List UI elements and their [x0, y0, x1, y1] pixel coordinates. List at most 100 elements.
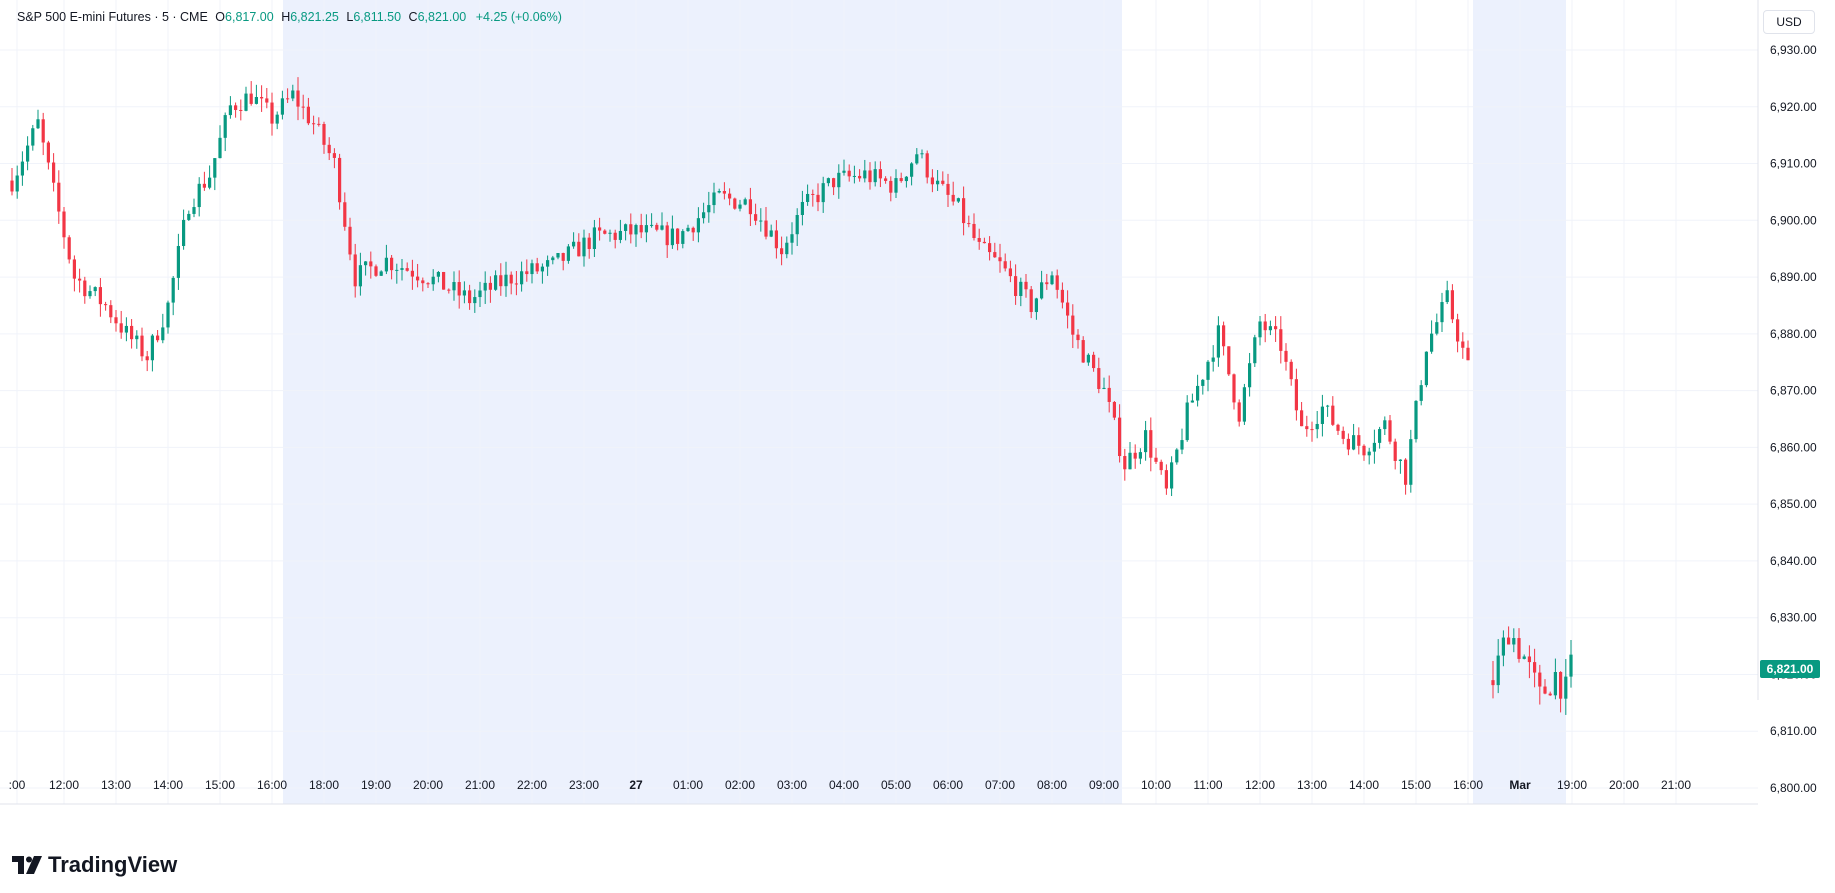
candle-body — [1398, 459, 1402, 461]
candle-body — [535, 263, 539, 272]
candle-body — [769, 230, 773, 237]
candle-body — [1294, 379, 1298, 411]
candle-body — [1440, 302, 1444, 323]
candle-body — [572, 241, 576, 247]
candle-body — [265, 98, 269, 103]
x-tick-label: 10:00 — [1141, 778, 1171, 792]
y-tick-label: 6,880.00 — [1770, 327, 1817, 341]
candle-body — [67, 237, 71, 260]
candle-body — [1185, 402, 1189, 441]
candle-body — [764, 220, 768, 237]
candle-body — [150, 335, 154, 361]
candle-body — [956, 198, 960, 202]
candle-body — [1461, 341, 1465, 348]
close-label: C — [408, 10, 418, 24]
candle-body — [374, 266, 378, 276]
candle-body — [530, 263, 534, 275]
candle-body — [260, 96, 264, 99]
candle-body — [1253, 337, 1257, 364]
candle-body — [1138, 452, 1142, 459]
candle-body — [556, 252, 560, 258]
candle-body — [1274, 326, 1278, 330]
low-value: 6,811.50 — [353, 10, 402, 24]
candle-body — [10, 180, 14, 192]
candle-body — [1496, 655, 1500, 686]
candle-body — [1118, 417, 1122, 457]
candle-body — [202, 183, 206, 188]
candle-body — [322, 124, 326, 145]
y-tick-label: 6,830.00 — [1770, 611, 1817, 625]
candle-body — [1123, 456, 1127, 470]
candle-body — [1315, 423, 1319, 430]
candle-body — [161, 327, 165, 341]
candle-body — [566, 246, 570, 261]
candle-body — [998, 257, 1002, 262]
candle-body — [618, 230, 622, 240]
tradingview-logo[interactable]: TradingView — [12, 852, 177, 878]
candle-body — [1456, 319, 1460, 342]
price-axis[interactable]: 6,930.00 6,920.00 6,910.00 6,900.00 6,890.00… — [1770, 43, 1817, 795]
x-tick-label: 14:00 — [153, 778, 183, 792]
symbol-label[interactable]: S&P 500 E-mini Futures · 5 · CME — [17, 10, 208, 24]
candle-body — [1445, 290, 1449, 303]
candle-body — [712, 192, 716, 206]
x-tick-label: 12:00 — [1245, 778, 1275, 792]
candlesticks — [10, 77, 1573, 715]
y-tick-label: 6,910.00 — [1770, 157, 1817, 171]
x-tick-label: 20:00 — [413, 778, 443, 792]
candle-body — [733, 198, 737, 209]
y-tick-label: 6,900.00 — [1770, 213, 1817, 227]
candle-body — [1409, 439, 1413, 485]
candle-body — [234, 105, 238, 110]
candle-body — [1180, 440, 1184, 450]
candle-body — [421, 280, 425, 284]
y-tick-label: 6,850.00 — [1770, 497, 1817, 511]
candle-body — [36, 119, 40, 129]
candle-body — [223, 115, 227, 138]
candle-body — [988, 243, 992, 253]
candle-body — [1014, 276, 1018, 296]
candle-body — [982, 241, 986, 244]
candle-body — [468, 290, 472, 304]
candle-body — [1102, 387, 1106, 389]
candle-body — [873, 169, 877, 183]
candle-body — [504, 274, 508, 287]
candle-body — [582, 237, 586, 257]
candle-body — [457, 282, 461, 296]
currency-button[interactable]: USD — [1763, 10, 1815, 34]
candle-body — [192, 207, 196, 214]
candle-body — [1242, 387, 1246, 422]
candle-body — [587, 237, 591, 249]
candle-body — [171, 277, 175, 303]
candle-body — [1211, 357, 1215, 362]
candle-body — [1144, 430, 1148, 453]
candle-body — [442, 271, 446, 290]
candle-body — [1419, 385, 1423, 401]
candle-body — [670, 228, 674, 246]
candle-body — [977, 238, 981, 242]
candle-body — [208, 177, 212, 188]
high-value: 6,821.25 — [290, 10, 339, 24]
tradingview-logo-icon — [12, 856, 42, 874]
candle-body — [780, 248, 784, 255]
candle-body — [436, 271, 440, 277]
candle-body — [109, 305, 113, 318]
candle-body — [317, 123, 321, 125]
candle-body — [1346, 438, 1350, 450]
candle-body — [1414, 400, 1418, 440]
candle-body — [1507, 637, 1511, 645]
time-axis[interactable]: :00 12:00 13:00 14:00 15:00 16:00 18:00 19:00 20… — [9, 778, 1692, 792]
candle-body — [624, 224, 628, 231]
candle-body — [702, 212, 706, 219]
candle-body — [93, 287, 97, 292]
x-tick-label: 09:00 — [1089, 778, 1119, 792]
candle-body — [1258, 321, 1262, 338]
candle-body — [1491, 680, 1495, 686]
candle-body — [416, 276, 420, 281]
candle-body — [795, 215, 799, 235]
candle-body — [894, 178, 898, 193]
candle-body — [244, 93, 248, 111]
candle-body — [655, 224, 659, 230]
candle-body — [676, 228, 680, 244]
